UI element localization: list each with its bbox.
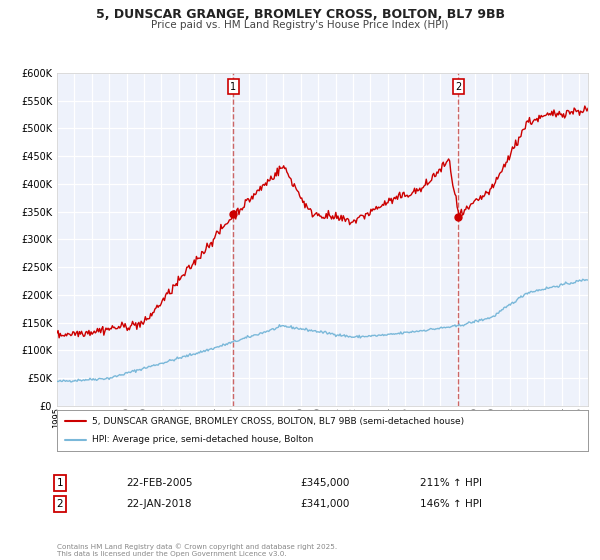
Text: 1: 1 (56, 478, 64, 488)
Text: £341,000: £341,000 (300, 499, 349, 509)
Text: HPI: Average price, semi-detached house, Bolton: HPI: Average price, semi-detached house,… (92, 436, 313, 445)
Text: Contains HM Land Registry data © Crown copyright and database right 2025.
This d: Contains HM Land Registry data © Crown c… (57, 544, 337, 557)
Text: 2: 2 (56, 499, 64, 509)
Text: 5, DUNSCAR GRANGE, BROMLEY CROSS, BOLTON, BL7 9BB (semi-detached house): 5, DUNSCAR GRANGE, BROMLEY CROSS, BOLTON… (92, 417, 464, 426)
Text: Price paid vs. HM Land Registry's House Price Index (HPI): Price paid vs. HM Land Registry's House … (151, 20, 449, 30)
Text: £345,000: £345,000 (300, 478, 349, 488)
Text: 22-JAN-2018: 22-JAN-2018 (126, 499, 191, 509)
Text: 5, DUNSCAR GRANGE, BROMLEY CROSS, BOLTON, BL7 9BB: 5, DUNSCAR GRANGE, BROMLEY CROSS, BOLTON… (95, 8, 505, 21)
Text: 211% ↑ HPI: 211% ↑ HPI (420, 478, 482, 488)
Text: 1: 1 (230, 82, 236, 92)
Text: 146% ↑ HPI: 146% ↑ HPI (420, 499, 482, 509)
Text: 2: 2 (455, 82, 461, 92)
Text: 22-FEB-2005: 22-FEB-2005 (126, 478, 193, 488)
